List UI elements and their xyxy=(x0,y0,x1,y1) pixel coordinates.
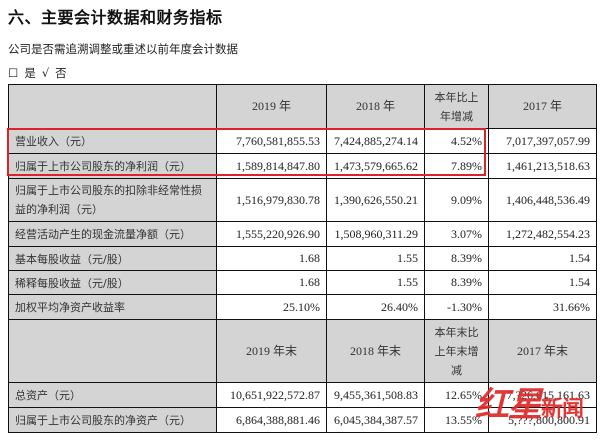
restatement-question: 公司是否需追溯调整或重述以前年度会计数据 xyxy=(8,42,238,56)
row-label: 归属于上市公司股东的净利润（元） xyxy=(8,153,217,179)
checkmark-icon: √ xyxy=(41,66,50,80)
section-title: 六、主要会计数据和财务指标 xyxy=(8,8,223,27)
watermark-part2: 新闻 xyxy=(541,396,584,422)
value-2018: 9,455,361,508.83 xyxy=(326,382,425,408)
hongxing-news-watermark-logo: 红星新闻 xyxy=(475,377,584,426)
row-label: 归属于上市公司股东的扣除非经常性损益的净利润（元） xyxy=(8,178,217,222)
table-row-basic-eps: 基本每股收益（元/股） 1.68 1.55 8.39% 1.54 xyxy=(8,246,597,271)
value-2019: 1.68 xyxy=(216,270,327,295)
table-row-operating-cashflow: 经营活动产生的现金流量净额（元） 1,555,220,926.90 1,508,… xyxy=(8,221,597,247)
value-2018: 6,045,384,387.57 xyxy=(326,407,425,433)
value-2018: 1,508,960,311.29 xyxy=(326,221,425,247)
header-2018: 2018 年 xyxy=(326,84,425,129)
value-2018: 1,473,579,665.62 xyxy=(326,153,425,179)
header-change: 本年比上年增减 xyxy=(424,84,489,129)
value-2018: 7,424,885,274.14 xyxy=(326,128,425,154)
header-2018-end: 2018 年末 xyxy=(326,319,425,383)
value-2018: 1,390,626,550.21 xyxy=(326,178,425,222)
table-header-row-year-end: 2019 年末 2018 年末 本年末比上年末增减 2017 年末 xyxy=(8,319,597,383)
value-2019: 1,555,220,926.90 xyxy=(216,221,327,247)
watermark-part1: 红星 xyxy=(475,385,542,425)
value-change: 7.89% xyxy=(424,153,489,179)
value-2019: 1,589,814,847.80 xyxy=(216,153,327,179)
option-yes-label: 是 xyxy=(24,66,36,80)
checkbox-empty-icon: ☐ xyxy=(8,66,19,80)
table-row-net-profit: 归属于上市公司股东的净利润（元） 1,589,814,847.80 1,473,… xyxy=(8,153,597,179)
row-label: 总资产（元） xyxy=(8,382,217,408)
option-no-label: 否 xyxy=(55,66,67,80)
value-change: 3.07% xyxy=(424,221,489,247)
header-blank xyxy=(8,319,217,383)
row-label: 基本每股收益（元/股） xyxy=(8,246,217,271)
row-label: 经营活动产生的现金流量净额（元） xyxy=(8,221,217,247)
header-blank xyxy=(8,84,217,129)
value-2017: 5,???,800,800.91 xyxy=(488,407,597,433)
header-2019: 2019 年 xyxy=(216,84,327,129)
value-2019: 1.68 xyxy=(216,246,327,271)
row-label: 归属于上市公司股东的净资产（元） xyxy=(8,407,217,433)
header-change-end: 本年末比上年末增减 xyxy=(424,319,489,383)
value-change: 4.52% xyxy=(424,128,489,154)
header-2017: 2017 年 xyxy=(488,84,597,129)
table-row-roe: 加权平均净资产收益率 25.10% 26.40% -1.30% 31.66% xyxy=(8,294,597,320)
row-label: 加权平均净资产收益率 xyxy=(8,294,217,320)
table-row-net-assets: 归属于上市公司股东的净资产（元） 6,864,388,881.46 6,045,… xyxy=(8,407,597,433)
row-label: 营业收入（元） xyxy=(8,128,217,154)
table-row-total-assets: 总资产（元） 10,651,922,572.87 9,455,361,508.8… xyxy=(8,382,597,408)
value-2019: 6,864,388,881.46 xyxy=(216,407,327,433)
value-2017: 7,?26,615,161.63 xyxy=(488,382,597,408)
value-2018: 26.40% xyxy=(326,294,425,320)
value-change: 13.55% xyxy=(424,407,489,433)
table-row-revenue: 营业收入（元） 7,760,581,855.53 7,424,885,274.1… xyxy=(8,128,597,154)
value-2017: 1.54 xyxy=(488,246,597,271)
value-2019: 7,760,581,855.53 xyxy=(216,128,327,154)
restatement-options: ☐ 是 √ 否 xyxy=(8,65,73,81)
value-2019: 25.10% xyxy=(216,294,327,320)
value-2018: 1.55 xyxy=(326,246,425,271)
value-2017: 1,461,213,518.63 xyxy=(488,153,597,179)
value-change: 8.39% xyxy=(424,270,489,295)
value-2017: 1.54 xyxy=(488,270,597,295)
value-2017: 31.66% xyxy=(488,294,597,320)
value-2019: 1,516,979,830.78 xyxy=(216,178,327,222)
table-row-deducted-net-profit: 归属于上市公司股东的扣除非经常性损益的净利润（元） 1,516,979,830.… xyxy=(8,178,597,222)
financial-indicators-table: 2019 年 2018 年 本年比上年增减 2017 年 营业收入（元） 7,7… xyxy=(8,84,597,433)
header-2019-end: 2019 年末 xyxy=(216,319,327,383)
value-2017: 1,272,482,554.23 xyxy=(488,221,597,247)
value-change: 8.39% xyxy=(424,246,489,271)
value-2017: 1,406,448,536.49 xyxy=(488,178,597,222)
value-2017: 7,017,397,057.99 xyxy=(488,128,597,154)
table-header-row: 2019 年 2018 年 本年比上年增减 2017 年 xyxy=(8,84,597,129)
value-2018: 1.55 xyxy=(326,270,425,295)
table-row-diluted-eps: 稀释每股收益（元/股） 1.68 1.55 8.39% 1.54 xyxy=(8,270,597,295)
header-2017-end: 2017 年末 xyxy=(488,319,597,383)
row-label: 稀释每股收益（元/股） xyxy=(8,270,217,295)
value-change: -1.30% xyxy=(424,294,489,320)
value-2019: 10,651,922,572.87 xyxy=(216,382,327,408)
value-change: 9.09% xyxy=(424,178,489,222)
